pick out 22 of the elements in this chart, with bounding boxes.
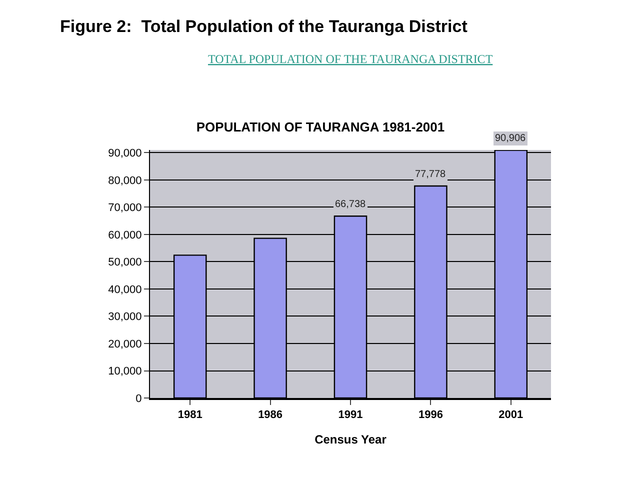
x-tick-label: 1981: [178, 409, 202, 422]
y-tick-label: 20,000: [108, 338, 142, 350]
y-tick-label: 60,000: [108, 229, 142, 242]
y-tick-label: 80,000: [108, 174, 142, 187]
y-tick-label: 70,000: [108, 202, 142, 214]
caption: Figure 2: Total Population of the Tauranga District: [60, 17, 468, 36]
y-tick-label: 10,000: [108, 366, 142, 378]
y-tick-label: 30,000: [108, 311, 142, 324]
y-tick-label: 0: [136, 392, 142, 405]
text: TOTAL POPULATION OF THE TAURANGA DISTRICT: [208, 52, 494, 66]
y-tick-label: 40,000: [108, 284, 142, 296]
x-tick-label: 2001: [498, 409, 524, 422]
x-tick-label: 1986: [258, 409, 283, 422]
data-label: 77,778: [415, 169, 446, 180]
x-tick-label: 1996: [418, 409, 443, 422]
x-tick-label: 1991: [338, 409, 363, 422]
y-tick-label: 50,000: [108, 256, 142, 269]
y-tick-label: 90,000: [108, 148, 142, 160]
x-axis-title: Census Year: [314, 432, 387, 447]
chart-title: POPULATION OF TAURANGA 1981-2001: [196, 119, 445, 134]
data-label: 90,906: [495, 133, 526, 144]
data-label: 66,738: [335, 199, 366, 210]
